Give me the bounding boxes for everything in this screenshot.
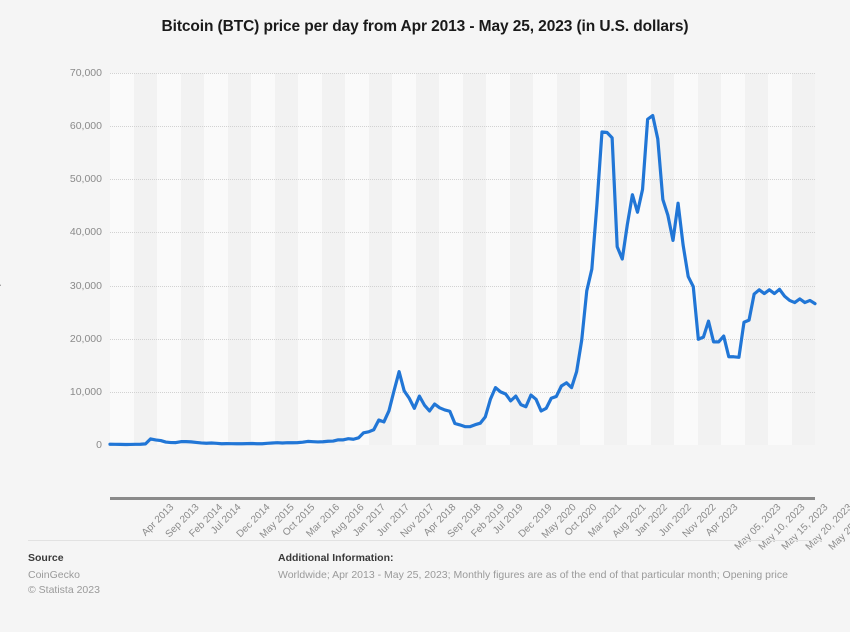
y-tick-label: 60,000: [69, 120, 102, 133]
gridline: [110, 232, 815, 234]
plot-band: [227, 73, 251, 445]
gridline: [110, 338, 815, 341]
plot-band: [462, 73, 486, 445]
plot-band: [274, 73, 298, 445]
plot-area: [108, 73, 817, 447]
chart-container: Bitcoin price index in U.S. dollars 0 10,…: [0, 52, 850, 553]
y-tick-label: 20,000: [69, 332, 102, 345]
plot-band: [509, 73, 533, 445]
y-tick-label: 40,000: [69, 226, 102, 239]
y-tick-label: 10,000: [69, 385, 102, 398]
plot-band: [415, 73, 439, 445]
y-tick-label: 30,000: [69, 279, 102, 292]
y-axis-title: Bitcoin price index in U.S. dollars: [0, 167, 2, 321]
source-name: CoinGecko: [28, 569, 80, 581]
gridline: [110, 179, 815, 181]
plot-band: [180, 73, 204, 445]
footer: Source CoinGecko © Statista 2023 Additio…: [0, 552, 850, 632]
price-line-path: [108, 113, 817, 447]
x-axis-baseline: [110, 497, 815, 500]
y-tick-label: 70,000: [69, 67, 102, 79]
gridline: [110, 126, 815, 128]
plot-band: [697, 73, 721, 445]
horizontal-gridlines: [110, 73, 815, 445]
page-title: Bitcoin (BTC) price per day from Apr 201…: [161, 18, 689, 35]
source-block: Source CoinGecko © Statista 2023: [28, 552, 100, 598]
plot-band: [744, 73, 768, 445]
gridline: [110, 73, 815, 75]
plot-band: [321, 73, 345, 445]
y-axis-tick-labels: 0 10,000 20,000 30,000 40,000 50,000 60,000 70,…: [30, 67, 102, 451]
plot-band: [791, 73, 815, 445]
gridline: [110, 285, 815, 288]
plot-band: [368, 73, 392, 445]
price-line-chart: [108, 113, 817, 447]
y-tick-label: 50,000: [69, 173, 102, 186]
plot-band: [556, 73, 580, 445]
vertical-bands: [110, 73, 815, 445]
additional-information-heading: Additional Information:: [278, 552, 394, 564]
plot-band: [603, 73, 627, 445]
copyright-text: © Statista 2023: [28, 584, 100, 596]
y-tick-label: 0: [96, 439, 102, 451]
gridline: [110, 391, 815, 394]
additional-information-text: Worldwide; Apr 2013 - May 25, 2023; Mont…: [278, 569, 788, 581]
additional-information-block: Additional Information: Worldwide; Apr 2…: [278, 552, 823, 583]
source-heading: Source: [28, 552, 64, 564]
plot-band: [650, 73, 674, 445]
footer-divider: [28, 540, 822, 541]
plot-band: [133, 73, 157, 445]
